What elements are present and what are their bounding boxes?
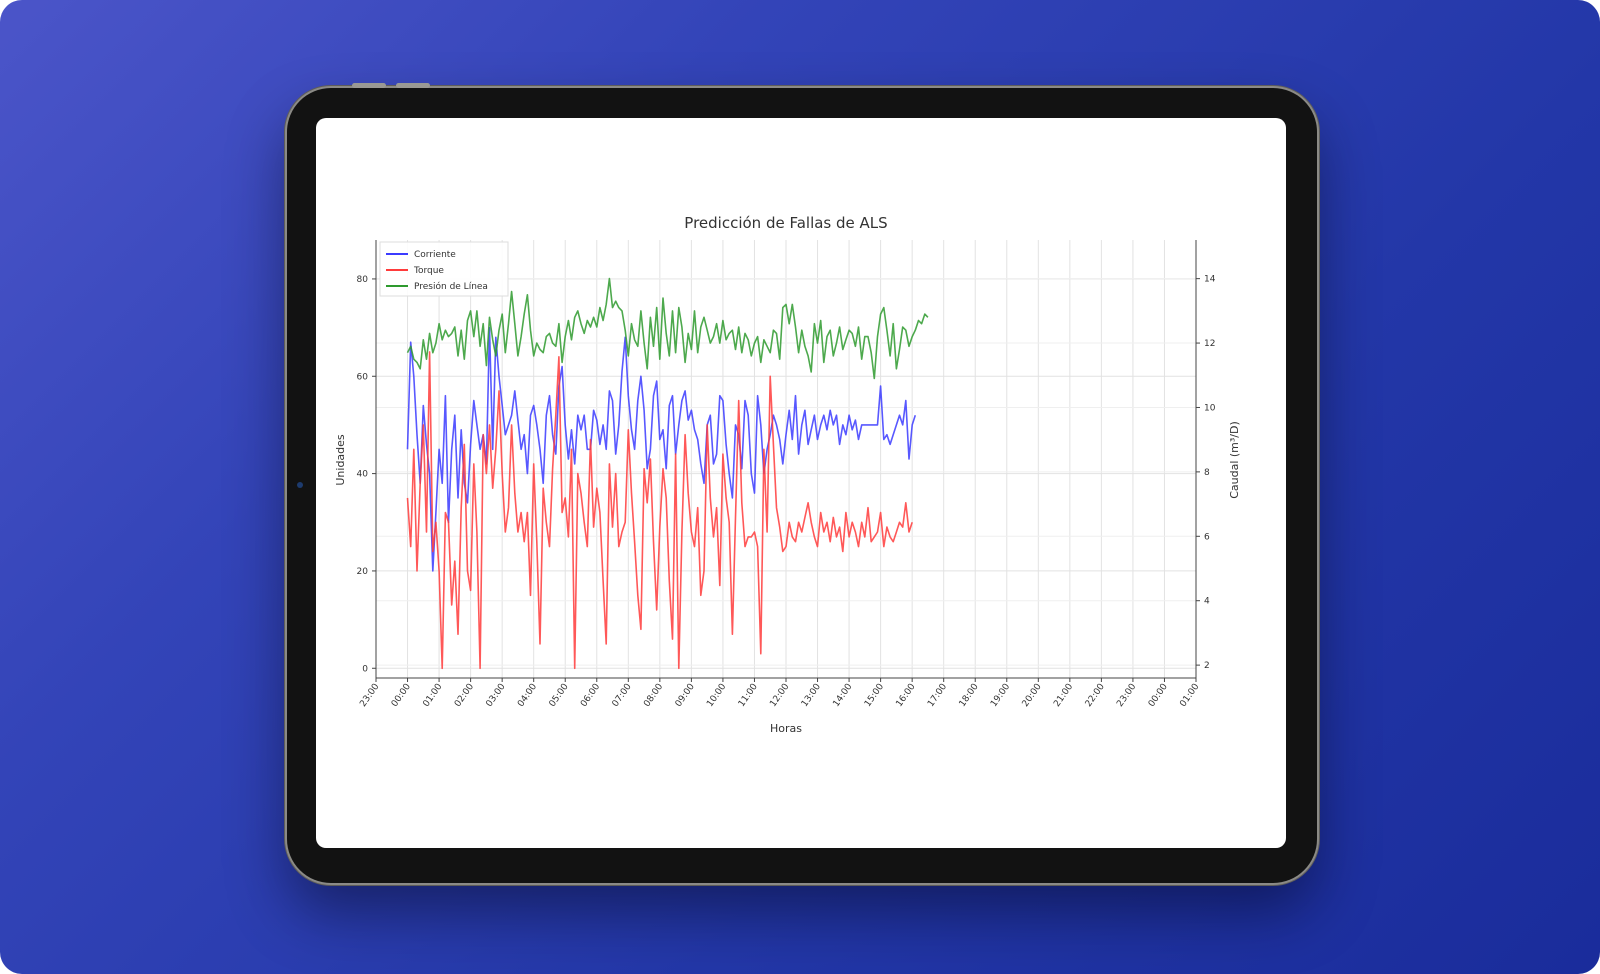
x-tick-label: 01:00 <box>421 682 444 709</box>
x-tick-label: 01:00 <box>1178 682 1201 709</box>
y-tick-label-right: 12 <box>1204 339 1215 349</box>
chart-series <box>406 277 929 670</box>
x-tick-label: 04:00 <box>516 682 539 709</box>
chart-title: Predicción de Fallas de ALS <box>684 214 887 232</box>
x-tick-label: 09:00 <box>674 682 697 709</box>
y-tick-label-left: 0 <box>362 664 368 674</box>
y-tick-label-right: 6 <box>1204 532 1210 542</box>
x-tick-label: 22:00 <box>1084 682 1107 709</box>
x-tick-label: 14:00 <box>831 682 854 709</box>
x-tick-label: 20:00 <box>1021 682 1044 709</box>
x-tick-label: 10:00 <box>705 682 728 709</box>
legend-label: Presión de Línea <box>414 281 488 292</box>
chart-grid <box>375 240 1197 678</box>
y-tick-label-left: 20 <box>357 567 369 577</box>
tablet-camera <box>297 482 303 488</box>
x-tick-label: 03:00 <box>485 682 508 709</box>
x-tick-label: 23:00 <box>358 682 381 709</box>
x-tick-label: 08:00 <box>642 682 665 709</box>
line-chart: 23:00 00:00 01:00 02:00 03:00 04:00 05:00 06:00… <box>334 214 1241 735</box>
x-tick-label: 12:00 <box>768 682 791 709</box>
x-tick-label: 17:00 <box>926 682 949 709</box>
series-line-1 <box>406 351 913 670</box>
y-tick-label-right: 10 <box>1204 403 1216 413</box>
y-tick-label-right: 4 <box>1204 597 1210 607</box>
y-tick-label-left: 40 <box>357 470 369 480</box>
y-axis-label-right: Caudal (m³/D) <box>1228 421 1241 499</box>
x-tick-label: 13:00 <box>800 682 823 709</box>
x-tick-label: 02:00 <box>453 682 476 709</box>
tablet-volume-button <box>396 83 430 88</box>
x-tick-label: 19:00 <box>989 682 1012 709</box>
x-tick-label: 00:00 <box>390 682 413 709</box>
x-tick-label: 21:00 <box>1052 682 1075 709</box>
x-tick-label: 11:00 <box>737 682 760 709</box>
x-tick-label: 23:00 <box>1115 682 1138 709</box>
y-tick-label-right: 8 <box>1204 468 1210 478</box>
x-axis-label: Horas <box>770 722 802 735</box>
x-tick-label: 15:00 <box>863 682 886 709</box>
x-tick-label: 16:00 <box>895 682 918 709</box>
y-tick-label-right: 2 <box>1204 661 1210 671</box>
tablet-volume-button <box>352 83 386 88</box>
legend-label: Corriente <box>414 250 456 260</box>
x-tick-label: 00:00 <box>1147 682 1170 709</box>
chart-legend: Corriente Torque Presión de Línea <box>379 241 509 297</box>
y-tick-label-left: 60 <box>357 372 369 382</box>
y-tick-label-right: 14 <box>1204 275 1216 285</box>
series-line-2 <box>406 277 929 380</box>
x-tick-label: 06:00 <box>579 682 602 709</box>
x-tick-label: 07:00 <box>611 682 634 709</box>
legend-label: Torque <box>413 266 444 276</box>
x-tick-label: 18:00 <box>958 682 981 709</box>
y-tick-label-left: 80 <box>357 275 369 285</box>
series-line-0 <box>406 326 917 572</box>
y-axis-label-left: Unidades <box>334 434 347 486</box>
x-tick-label: 05:00 <box>548 682 571 709</box>
tablet-screen: 23:00 00:00 01:00 02:00 03:00 04:00 05:00 06:00… <box>316 118 1286 848</box>
